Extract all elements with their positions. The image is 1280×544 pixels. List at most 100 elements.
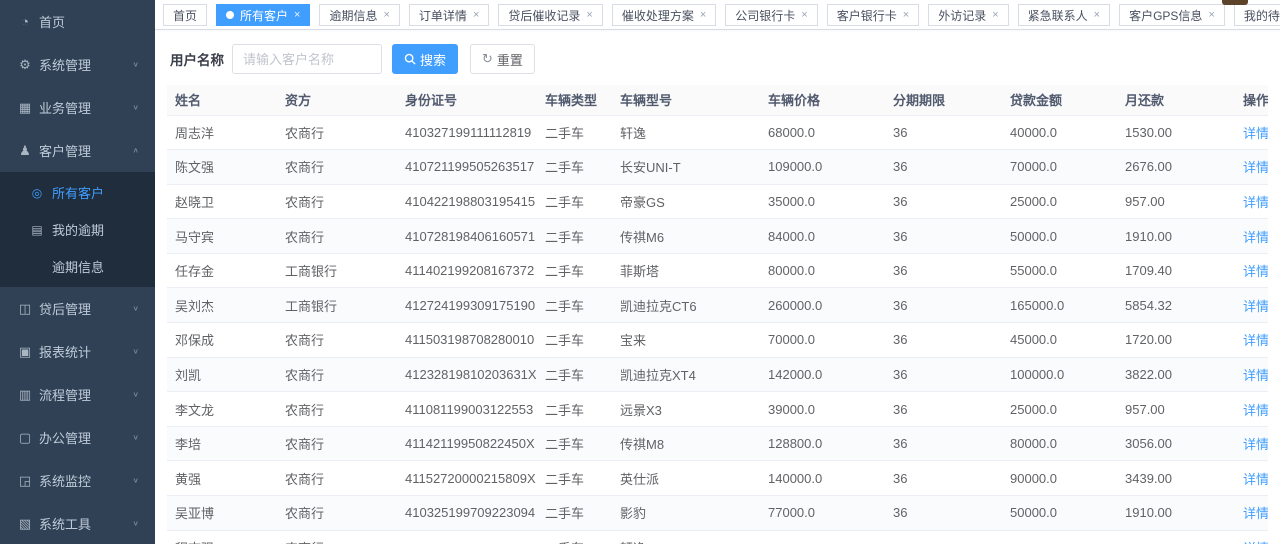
table-cell: 帝豪GS (612, 184, 760, 220)
chevron-down-icon: ∨ (132, 103, 139, 112)
tab-6[interactable]: 公司银行卡 × (725, 4, 818, 26)
close-icon[interactable]: × (699, 8, 707, 21)
table-cell: 马守宾 (167, 218, 277, 254)
my-overdue-icon: ▤ (31, 222, 43, 237)
main-area: 首页 所有客户 × 逾期信息 × 订单详情 × 贷后催收记录 × 催收处理方案 × 公司银行卡 × 客户银… (155, 0, 1280, 544)
tab-10[interactable]: 客户GPS信息 × (1119, 4, 1225, 26)
table-cell: 36 (885, 495, 1002, 531)
table-cell: 二手车 (537, 322, 612, 358)
sidebar-item-0[interactable]: ◔ 首页 (0, 0, 155, 43)
table-cell: 二手车 (537, 149, 612, 185)
sidebar-item-5[interactable]: ▣ 报表统计 ∨ (0, 330, 155, 373)
table-cell: 142000.0 (760, 357, 885, 393)
detail-link[interactable]: 详情 (1243, 367, 1268, 383)
submenu-item-2[interactable]: 逾期信息 (0, 248, 155, 285)
detail-link[interactable]: 详情 (1243, 264, 1268, 280)
sidebar-item-3[interactable]: ♟ 客户管理 ∧ (0, 129, 155, 172)
chevron-up-icon: ∧ (132, 146, 139, 155)
detail-link[interactable]: 详情 (1243, 437, 1268, 453)
sidebar-item-label: 业务管理 (39, 101, 92, 116)
table-cell (1117, 530, 1235, 544)
detail-link[interactable]: 详情 (1243, 471, 1268, 487)
avatar[interactable] (1222, 0, 1248, 5)
gear-icon: ⚙ (19, 56, 31, 72)
table-cell: 50000.0 (1002, 218, 1117, 254)
tab-5[interactable]: 催收处理方案 × (611, 4, 717, 26)
close-icon[interactable]: × (1208, 8, 1215, 21)
search-button[interactable]: 搜索 (392, 44, 459, 74)
sidebar-item-label: 客户管理 (39, 144, 92, 159)
dashboard-icon: ◔ (21, 14, 29, 29)
table-cell: 36 (885, 184, 1002, 220)
table-cell: 39000.0 (760, 391, 885, 427)
tab-8[interactable]: 外访记录 × (928, 4, 1009, 26)
monitor-icon: ◲ (18, 472, 32, 488)
tab-11[interactable]: 我的待办× (1233, 4, 1280, 26)
table-cell: 二手车 (537, 287, 612, 324)
sidebar-item-7[interactable]: ▢ 办公管理 ∨ (0, 416, 155, 459)
table-cell: 410728198406160571 (397, 218, 537, 254)
tab-0[interactable]: 首页 (163, 4, 208, 26)
table-body: 周志洋 农商行 410327199111112819 二手车 轩逸 68000.0 36 40… (167, 115, 1268, 544)
detail-link[interactable]: 详情 (1243, 333, 1268, 349)
table-cell: 36 (885, 357, 1002, 393)
table-cell: 80000.0 (1002, 426, 1117, 462)
detail-link[interactable]: 详情 (1243, 402, 1268, 418)
sidebar-item-9[interactable]: ▧ 系统工具 ∨ (0, 502, 155, 544)
sidebar-item-4[interactable]: ◫ 贷后管理 ∨ (0, 287, 155, 330)
tab-4[interactable]: 贷后催收记录 × (498, 4, 603, 26)
tab-7[interactable]: 客户银行卡 × (826, 4, 920, 26)
table-row: 程志强农商行 二手车轩逸详情 (167, 530, 1268, 544)
detail-link[interactable]: 详情 (1243, 194, 1268, 210)
sidebar-item-1[interactable]: ⚙ 系统管理 ∨ (0, 43, 155, 86)
column-header: 车辆价格 (760, 85, 885, 116)
action-cell: 详情 (1235, 149, 1268, 185)
column-header: 操作 (1235, 85, 1268, 116)
tab-3[interactable]: 订单详情 × (408, 4, 490, 26)
close-icon[interactable]: × (801, 8, 808, 21)
search-input[interactable] (232, 44, 382, 74)
sidebar-item-6[interactable]: ▥ 流程管理 ∨ (0, 373, 155, 416)
table-cell: 二手车 (537, 460, 612, 497)
submenu-item-0[interactable]: ◎ 所有客户 (0, 174, 155, 211)
table-cell: 5854.32 (1117, 287, 1235, 324)
table-cell: 36 (885, 322, 1002, 358)
table-cell: 36 (885, 287, 1002, 324)
close-icon[interactable]: × (902, 8, 910, 21)
tab-2[interactable]: 逾期信息 × (319, 4, 400, 26)
detail-link[interactable]: 详情 (1243, 229, 1268, 245)
sidebar-item-label: 系统工具 (39, 517, 92, 532)
table-cell: 70000.0 (1002, 149, 1117, 185)
column-header: 姓名 (167, 85, 277, 116)
close-icon[interactable]: × (383, 8, 390, 21)
tab-1[interactable]: 所有客户 × (216, 4, 311, 26)
detail-link[interactable]: 详情 (1243, 125, 1268, 141)
tab-9[interactable]: 紧急联系人 × (1017, 4, 1111, 26)
close-icon[interactable]: × (992, 8, 999, 21)
table-row: 黄强 农商行 41152720000215809X 二手车 英仕派 140000.0 36 9… (167, 460, 1268, 497)
detail-link[interactable]: 详情 (1243, 160, 1268, 176)
table-cell: 赵晓卫 (167, 184, 277, 220)
tab-label: 贷后催收记录 (508, 8, 581, 23)
table-cell: 410325199709223094 (397, 495, 537, 531)
close-icon[interactable]: × (586, 8, 593, 21)
reset-button[interactable]: ↻ 重置 (470, 44, 535, 74)
table-cell: 菲斯塔 (612, 253, 760, 289)
close-icon[interactable]: × (1093, 8, 1101, 21)
table-cell: 3056.00 (1117, 426, 1235, 462)
submenu-item-1[interactable]: ▤ 我的逾期 (0, 211, 155, 248)
close-icon[interactable]: × (294, 8, 301, 21)
chevron-down-icon: ∨ (132, 476, 139, 485)
sidebar-item-8[interactable]: ◲ 系统监控 ∨ (0, 459, 155, 502)
sidebar-item-2[interactable]: ▦ 业务管理 ∨ (0, 86, 155, 129)
tab-label: 公司银行卡 (735, 8, 796, 23)
table-cell: 二手车 (537, 426, 612, 462)
close-icon[interactable]: × (472, 8, 480, 21)
table-cell: 128800.0 (760, 426, 885, 462)
detail-link[interactable]: 详情 (1243, 541, 1268, 544)
detail-link[interactable]: 详情 (1243, 298, 1268, 314)
table-cell: 50000.0 (1002, 495, 1117, 531)
tab-label: 客户银行卡 (836, 8, 897, 23)
table-cell: 25000.0 (1002, 391, 1117, 427)
detail-link[interactable]: 详情 (1243, 506, 1268, 522)
